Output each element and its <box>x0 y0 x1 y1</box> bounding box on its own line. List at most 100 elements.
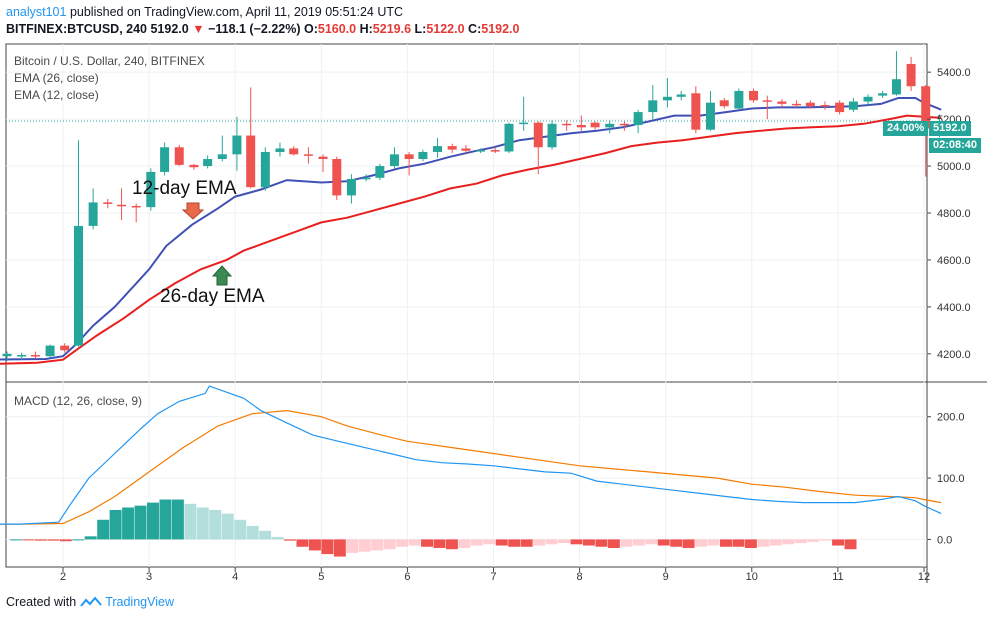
candle-body <box>289 148 299 155</box>
annotation-ema26: 26-day EMA <box>160 286 265 307</box>
candle-body <box>676 94 686 97</box>
macd-histogram-bar <box>558 539 571 544</box>
candle-body <box>318 156 328 160</box>
macd-histogram-bar <box>371 539 384 551</box>
candle-body <box>848 101 858 110</box>
candle-body <box>490 150 500 152</box>
time-tick-label: 10 <box>746 571 758 583</box>
price-tick-label: 4400.0 <box>937 302 971 314</box>
legend-ema26: EMA (26, close) <box>14 71 99 85</box>
macd-histogram-bar <box>171 499 184 540</box>
time-tick-label: 5 <box>318 571 324 583</box>
macd-histogram-bar <box>346 539 359 553</box>
candle-body <box>160 147 170 172</box>
macd-histogram-bar <box>321 539 334 555</box>
low-label: L: <box>414 22 427 36</box>
macd-histogram-bar <box>495 539 508 546</box>
macd-histogram-bar <box>196 507 209 540</box>
macd-histogram-bar <box>645 539 658 545</box>
macd-histogram-bar <box>34 539 47 541</box>
macd-histogram-bar <box>582 539 595 546</box>
ema26-arrow-icon <box>211 265 233 286</box>
candle-body <box>590 122 600 128</box>
macd-histogram-bar <box>284 539 296 541</box>
candle-body <box>519 122 529 125</box>
price-tick-label: 5400.0 <box>937 67 971 79</box>
macd-histogram-bar <box>819 539 832 541</box>
candle-body <box>878 93 888 96</box>
legend-ema12: EMA (12, close) <box>14 88 99 102</box>
tradingview-brand[interactable]: TradingView <box>105 595 174 609</box>
time-tick-label: 6 <box>404 571 410 583</box>
candle-body <box>820 105 830 107</box>
macd-histogram-bar <box>844 539 857 550</box>
candle-body <box>45 345 55 357</box>
candle-body <box>17 355 27 357</box>
countdown-tag: 02:08:40 <box>929 138 982 153</box>
candle-body <box>88 202 98 226</box>
macd-histogram-bar <box>632 539 645 546</box>
macd-histogram-bar <box>769 539 782 546</box>
macd-histogram-bar <box>794 539 807 544</box>
last-price: 5192.0 <box>150 22 189 36</box>
time-tick-label: 12 <box>918 571 930 583</box>
macd-tick-label: 0.0 <box>937 534 952 546</box>
price-tick-label: 4200.0 <box>937 349 971 361</box>
macd-histogram-bar <box>147 502 159 540</box>
candle-body <box>633 112 643 125</box>
ema12-line <box>0 97 942 361</box>
candle-body <box>404 154 414 160</box>
candle-body <box>346 178 356 196</box>
candle-body <box>73 225 83 346</box>
macd-histogram-bar <box>134 505 147 540</box>
candle-body <box>504 123 514 152</box>
candle-body <box>691 93 701 130</box>
macd-histogram-bar <box>607 539 620 548</box>
candle-body <box>232 135 242 155</box>
open-value: 5160.0 <box>317 22 357 36</box>
candle-body <box>921 86 931 129</box>
macd-histogram-bar <box>483 539 496 545</box>
candle-body <box>762 100 772 102</box>
price-change: −118.1 (−2.22%) <box>208 22 301 36</box>
macd-tick-label: 200.0 <box>937 412 965 424</box>
candle-body <box>203 159 213 167</box>
candle-body <box>777 101 787 104</box>
macd-histogram-bar <box>470 539 483 546</box>
macd-histogram-bar <box>757 539 770 547</box>
macd-histogram-bar <box>508 539 521 547</box>
candle-body <box>260 151 270 188</box>
macd-histogram-bar <box>246 525 259 540</box>
macd-histogram-bar <box>445 539 458 550</box>
annotation-ema12: 12-day EMA <box>132 178 237 199</box>
macd-histogram-bar <box>421 539 433 547</box>
macd-histogram-bar <box>832 539 845 546</box>
down-arrow-icon: ▼ <box>192 22 205 36</box>
macd-histogram-bar <box>259 530 272 540</box>
candle-body <box>103 202 113 204</box>
candle-body <box>891 79 901 95</box>
macd-histogram-bar <box>707 539 720 546</box>
macd-histogram-bar <box>744 539 757 548</box>
candle-body <box>2 353 12 357</box>
candle-body <box>533 122 543 148</box>
publisher-username[interactable]: analyst101 <box>6 5 67 19</box>
legend-macd: MACD (12, 26, close, 9) <box>14 394 143 408</box>
candle-body <box>461 148 471 151</box>
candle-body <box>174 147 184 165</box>
candle-body <box>246 135 256 188</box>
candle-body <box>547 123 557 148</box>
macd-histogram-bar <box>595 539 608 547</box>
time-tick-label: 3 <box>146 571 152 583</box>
macd-histogram-bar <box>620 539 633 547</box>
macd-histogram-bar <box>109 509 122 540</box>
macd-histogram-bar <box>657 539 670 546</box>
candle-body <box>476 150 486 152</box>
macd-tick-label: 100.0 <box>937 473 965 485</box>
macd-histogram-bar <box>520 539 533 547</box>
macd-histogram-bar <box>271 536 284 540</box>
percent-tag: 24.00% <box>883 121 929 136</box>
created-with-label: Created with <box>6 595 77 609</box>
candle-body <box>576 124 586 128</box>
